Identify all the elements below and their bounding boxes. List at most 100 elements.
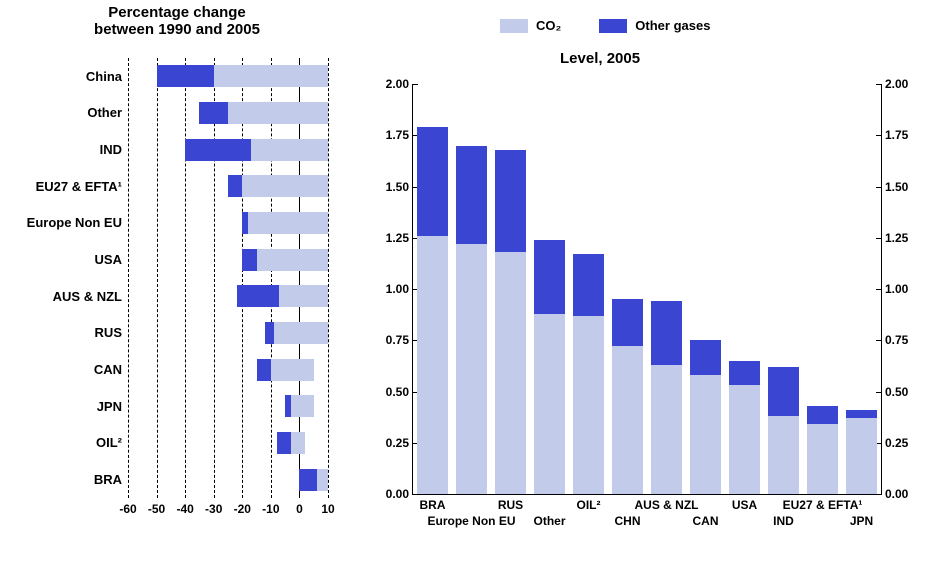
right-chart: Level, 2005 0.000.000.250.250.500.500.75… bbox=[360, 0, 930, 561]
right-y-tick-right: 0.00 bbox=[885, 487, 933, 501]
right-bar-other bbox=[417, 127, 447, 236]
figure-root: CO₂ Other gases Percentage change betwee… bbox=[0, 0, 942, 561]
left-bar-other bbox=[299, 469, 316, 491]
right-y-tickmark bbox=[876, 443, 881, 444]
left-x-tick: -40 bbox=[176, 502, 193, 516]
right-x-tick: CHN bbox=[615, 514, 641, 528]
left-chart-title: Percentage change between 1990 and 2005 bbox=[12, 4, 342, 38]
right-bar-other bbox=[651, 301, 681, 365]
right-bar bbox=[729, 361, 759, 494]
right-y-tick-left: 0.25 bbox=[361, 436, 409, 450]
right-x-tick: BRA bbox=[420, 498, 446, 512]
left-row-label: RUS bbox=[95, 315, 122, 352]
right-bar-other bbox=[729, 361, 759, 386]
right-bar bbox=[846, 410, 876, 494]
right-bar-other bbox=[612, 299, 642, 346]
left-row: Other bbox=[128, 95, 328, 132]
left-row-label: OIL² bbox=[96, 425, 122, 462]
left-row-label: CAN bbox=[94, 351, 122, 388]
left-bar-other bbox=[228, 175, 242, 197]
right-y-tickmark bbox=[876, 289, 881, 290]
right-bar-co2 bbox=[534, 314, 564, 494]
right-y-tick-left: 0.00 bbox=[361, 487, 409, 501]
left-row-label: JPN bbox=[97, 388, 122, 425]
right-y-tick-right: 2.00 bbox=[885, 77, 933, 91]
right-y-tick-left: 1.75 bbox=[361, 128, 409, 142]
right-y-tick-left: 0.75 bbox=[361, 333, 409, 347]
right-x-tick: EU27 & EFTA¹ bbox=[783, 498, 863, 512]
right-bar-co2 bbox=[495, 252, 525, 494]
right-y-tickmark bbox=[876, 238, 881, 239]
right-bar-co2 bbox=[846, 418, 876, 494]
right-bar bbox=[651, 301, 681, 494]
left-row-label: AUS & NZL bbox=[53, 278, 122, 315]
right-y-tick-right: 0.25 bbox=[885, 436, 933, 450]
left-bar-other bbox=[257, 359, 271, 381]
right-x-tick: Other bbox=[533, 514, 565, 528]
right-bar-co2 bbox=[456, 244, 486, 494]
left-bar-other bbox=[265, 322, 274, 344]
right-bar-other bbox=[495, 150, 525, 253]
right-bar bbox=[612, 299, 642, 494]
left-bar-other bbox=[242, 212, 248, 234]
left-x-tick: -60 bbox=[119, 502, 136, 516]
right-x-tick: AUS & NZL bbox=[635, 498, 699, 512]
left-row: Europe Non EU bbox=[128, 205, 328, 242]
right-bar bbox=[807, 406, 837, 494]
right-y-tickmark bbox=[876, 135, 881, 136]
left-row-label: USA bbox=[95, 241, 122, 278]
right-bar-co2 bbox=[417, 236, 447, 494]
right-x-tick: JPN bbox=[850, 514, 873, 528]
right-bar-co2 bbox=[807, 424, 837, 494]
left-x-tick: 0 bbox=[296, 502, 303, 516]
left-row-label: China bbox=[86, 58, 122, 95]
left-bar-co2 bbox=[242, 212, 328, 234]
left-bar-other bbox=[285, 395, 291, 417]
left-gridline bbox=[328, 58, 329, 498]
left-row-label: Europe Non EU bbox=[27, 205, 122, 242]
left-bar-other bbox=[242, 249, 256, 271]
right-y-tickmark bbox=[876, 187, 881, 188]
right-y-tickmark bbox=[876, 84, 881, 85]
left-x-tick: -50 bbox=[148, 502, 165, 516]
left-bar-other bbox=[199, 102, 228, 124]
right-y-tick-right: 1.75 bbox=[885, 128, 933, 142]
right-bar-other bbox=[573, 254, 603, 316]
left-row: USA bbox=[128, 241, 328, 278]
left-row: China bbox=[128, 58, 328, 95]
left-bar-other bbox=[237, 285, 280, 307]
right-y-tickmark bbox=[876, 392, 881, 393]
right-bar bbox=[690, 340, 720, 494]
right-bar-other bbox=[768, 367, 798, 416]
right-bar-co2 bbox=[729, 385, 759, 494]
right-y-tickmark bbox=[413, 494, 418, 495]
right-y-tick-left: 1.00 bbox=[361, 282, 409, 296]
right-bar-co2 bbox=[612, 346, 642, 494]
right-x-tick: OIL² bbox=[577, 498, 601, 512]
left-chart-plot: ChinaOtherINDEU27 & EFTA¹Europe Non EUUS… bbox=[128, 58, 328, 498]
right-y-tickmark bbox=[876, 340, 881, 341]
right-bar-other bbox=[846, 410, 876, 418]
right-y-tickmark bbox=[876, 494, 881, 495]
right-x-tick: Europe Non EU bbox=[427, 514, 515, 528]
right-bar bbox=[573, 254, 603, 494]
left-bar-co2 bbox=[265, 322, 328, 344]
right-bar bbox=[534, 240, 564, 494]
right-y-tick-right: 0.50 bbox=[885, 385, 933, 399]
right-bar bbox=[768, 367, 798, 494]
left-row-label: IND bbox=[100, 131, 122, 168]
left-x-tick: -10 bbox=[262, 502, 279, 516]
left-row: RUS bbox=[128, 315, 328, 352]
right-y-tick-right: 1.50 bbox=[885, 180, 933, 194]
right-bar-other bbox=[534, 240, 564, 314]
left-x-tick: -20 bbox=[234, 502, 251, 516]
right-y-tick-right: 1.25 bbox=[885, 231, 933, 245]
left-bar-other bbox=[157, 65, 214, 87]
right-bar-other bbox=[456, 146, 486, 244]
right-y-tickmark bbox=[413, 84, 418, 85]
right-bar-co2 bbox=[573, 316, 603, 494]
left-row: JPN bbox=[128, 388, 328, 425]
left-chart: Percentage change between 1990 and 2005 … bbox=[12, 0, 342, 561]
left-row: IND bbox=[128, 131, 328, 168]
right-x-tick: CAN bbox=[693, 514, 719, 528]
